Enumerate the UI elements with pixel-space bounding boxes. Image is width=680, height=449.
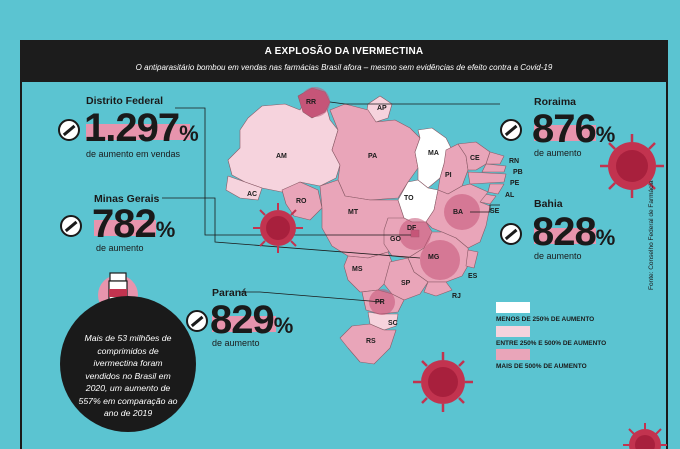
stat-name: Paraná [212,287,248,299]
virus-icon-2 [600,134,664,198]
highlight-bar [212,316,276,332]
label-mg: MG [428,254,440,261]
state-pa [329,103,421,201]
connector-rr [329,101,500,105]
label-ap: AP [377,105,387,112]
label-sc: SC [388,320,398,327]
highlight-bar [534,125,596,141]
stat-name: Minas Gerais [94,193,160,205]
state-ac [225,175,263,201]
stat-sub: de aumento [212,338,260,348]
state-pb [481,163,507,173]
infographic-subtitle: O antiparasitário bombou em vendas nas f… [135,63,553,72]
connector-df [175,107,411,236]
state-es [465,249,479,269]
state-rs [339,323,397,365]
label-df: DF [407,225,417,232]
label-es: ES [468,273,478,280]
connector-mg [162,197,421,259]
stat-value: 876% [532,107,616,151]
connector-ba [470,204,500,213]
label-sp: SP [401,280,411,287]
stat-value: 828% [532,210,616,254]
stat-sub: de aumento [96,243,144,253]
label-pe: PE [510,180,520,187]
stat-name: Distrito Federal [86,95,164,107]
legend-swatch-low [496,302,530,313]
info-bubble: Mais de 53 milhões de comprimidos de ive… [60,296,196,432]
label-se: SE [490,208,500,215]
highlight-bar [86,124,190,140]
state-ro [281,181,323,221]
source-credit: Fonte: Conselho Federal de Farmácia [648,180,655,290]
state-ma [414,127,453,189]
stat-sub: de aumento em vendas [86,149,181,159]
virus-icon-4 [623,423,667,449]
pill-icon [500,223,522,245]
label-mt: MT [348,209,359,216]
label-rr: RR [306,99,316,106]
label-am: AM [276,153,287,160]
label-ro: RO [296,198,307,205]
label-rj: RJ [452,293,461,300]
stat-value: 829% [210,298,294,342]
stat-sub: de aumento [534,148,582,158]
virus-icon-3 [413,352,473,412]
pill-icon [186,310,208,332]
label-pb: PB [513,169,523,176]
stat-name: Bahia [534,198,563,210]
legend-swatch-high [496,349,530,360]
highlight-mg [420,240,460,280]
infographic-title: A EXPLOSÃO DA IVERMECTINA [264,46,424,57]
label-ce: CE [470,155,480,162]
label-rs: RS [366,338,376,345]
state-pe [467,171,507,185]
highlight-df [399,218,431,250]
label-ms: MS [352,266,363,273]
virus-icon-1 [253,203,303,253]
label-pi: PI [445,172,452,179]
legend-swatch-mid [496,326,530,337]
legend-label-high: MAIS DE 500% DE AUMENTO [496,363,587,370]
highlight-bar [94,220,156,236]
info-bubble-text: Mais de 53 milhões de comprimidos de ive… [78,333,178,418]
infographic-header: A EXPLOSÃO DA IVERMECTINA O antiparasitá… [20,40,668,82]
highlight-ba [444,194,480,230]
label-al: AL [505,192,515,199]
state-rn [485,151,505,165]
stat-name: Roraima [534,96,577,108]
stat-sub: de aumento [534,251,582,261]
label-ma: MA [428,150,439,157]
highlight-rr [300,87,330,117]
stat-value: 1.297% [84,106,199,150]
highlight-bar [534,228,596,244]
label-to: TO [404,195,414,202]
state-al [487,183,505,195]
state-rj [423,281,453,297]
legend-label-low: MENOS DE 250% DE AUMENTO [496,316,595,323]
pill-icon [500,119,522,141]
legend-label-mid: ENTRE 250% E 500% DE AUMENTO [496,340,607,347]
pill-icon [60,215,82,237]
stat-value: 782% [92,202,176,246]
state-ce [457,141,491,171]
label-go: GO [390,236,401,243]
label-ac: AC [247,191,257,198]
label-rn: RN [509,158,519,165]
connector-pr [240,291,383,303]
pill-icon [58,119,80,141]
label-ba: BA [453,209,463,216]
label-pa: PA [368,153,377,160]
state-sp [383,257,429,301]
label-pr: PR [375,299,385,306]
